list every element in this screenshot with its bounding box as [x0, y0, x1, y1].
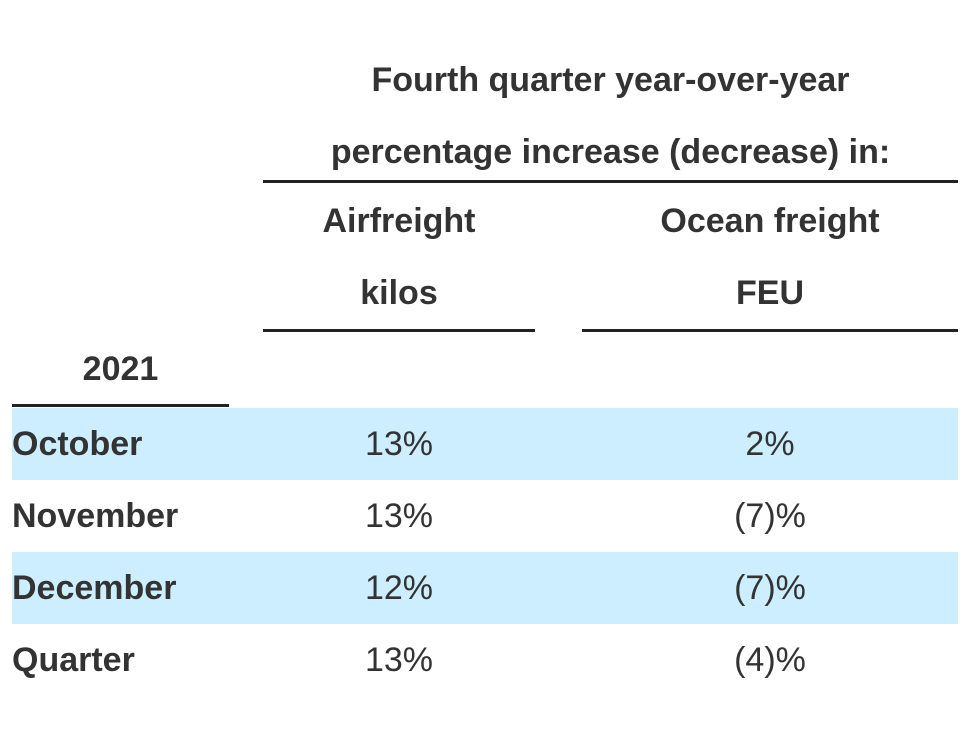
row-label: December	[12, 569, 177, 607]
table-row: October 13% 2%	[12, 408, 958, 480]
year-header-rule	[12, 404, 229, 407]
ocean-value: (7)%	[734, 497, 806, 535]
year-header: 2021	[82, 350, 159, 388]
airfreight-value: 12%	[364, 569, 434, 607]
column-header-airfreight-line1: Airfreight	[322, 202, 476, 240]
super-header-line1: Fourth quarter year-over-year	[371, 61, 850, 99]
row-label: October	[12, 425, 143, 463]
column-header-airfreight-line2: kilos	[360, 274, 438, 312]
airfreight-header-rule	[263, 329, 535, 332]
super-header-rule	[263, 180, 958, 183]
table-row: November 13% (7)%	[12, 480, 958, 552]
column-header-ocean-line2: FEU	[736, 274, 804, 312]
airfreight-value: 13%	[364, 425, 434, 463]
table-row: Quarter 13% (4)%	[12, 624, 958, 696]
ocean-value: (4)%	[734, 641, 806, 679]
table-super-header: Fourth quarter year-over-year percentage…	[263, 44, 958, 188]
ocean-value: 2%	[745, 425, 795, 463]
airfreight-value: 13%	[364, 641, 434, 679]
airfreight-value: 13%	[364, 497, 434, 535]
column-header-ocean-freight: Ocean freight FEU	[582, 185, 958, 329]
row-label: Quarter	[12, 641, 135, 679]
super-header-line2: percentage increase (decrease) in:	[330, 133, 891, 171]
row-label: November	[12, 497, 179, 535]
column-header-airfreight: Airfreight kilos	[263, 185, 535, 329]
column-header-ocean-line1: Ocean freight	[660, 202, 880, 240]
table-row: December 12% (7)%	[12, 552, 958, 624]
ocean-header-rule	[582, 329, 958, 332]
ocean-value: (7)%	[734, 569, 806, 607]
